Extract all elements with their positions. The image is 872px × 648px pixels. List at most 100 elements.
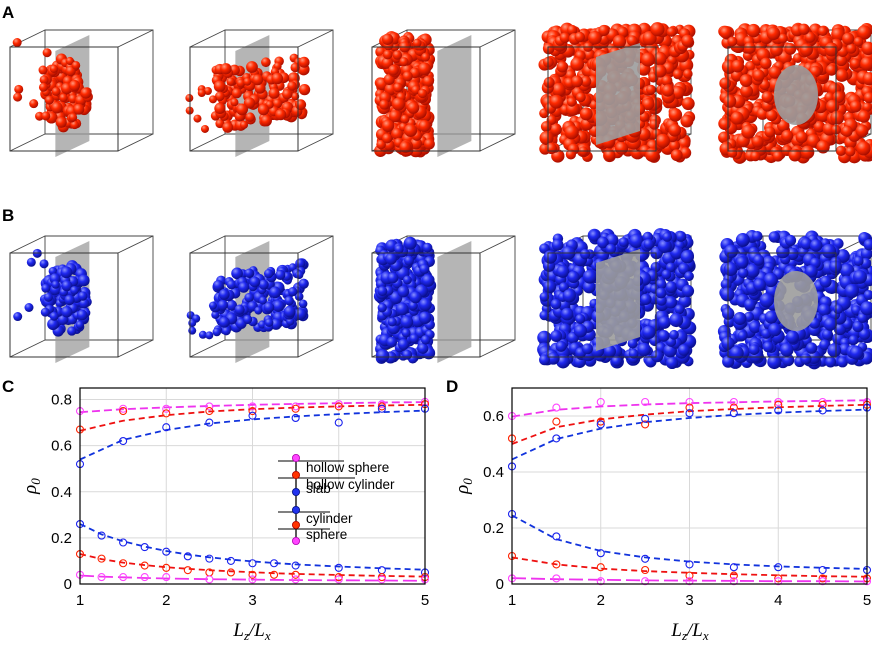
particle [824,42,839,57]
particle [835,54,848,67]
particle [400,114,410,124]
particle [29,99,39,109]
particle [643,238,654,250]
particle [61,280,73,292]
x-axis-label-c: Lz/Lx [232,620,271,643]
particle [752,69,765,82]
particle [741,124,756,139]
particle [852,321,864,333]
particle [682,69,693,79]
particle [382,49,393,60]
particle [377,303,387,313]
box-front-face [189,46,299,152]
particle [800,145,815,159]
particle [381,57,394,69]
particle [821,243,837,259]
box-edge [117,339,154,358]
data-point-sphere [334,573,343,582]
data-point-sphere-ext [140,573,149,582]
cluster-slab [371,235,516,364]
particle [547,352,560,365]
particle [238,281,250,293]
particle [642,325,656,339]
particle [539,130,554,146]
particle [856,141,871,156]
panel-label-c: C [2,377,14,396]
plot-frame-d [511,387,868,585]
particle [821,329,833,340]
particle [582,280,596,294]
particle [720,278,732,290]
particle [768,231,780,243]
box-edge [297,235,334,254]
particle [764,126,776,138]
particle [298,56,310,68]
data-point-sphere-ext [729,577,738,586]
particle [863,92,872,104]
particle [762,341,774,353]
particle [65,56,74,66]
particle [748,321,761,334]
data-point-cylinder [248,559,257,568]
x-axis-label-d: Lz/Lx [670,620,709,643]
particle [68,113,78,122]
particle [743,42,756,54]
x-tick-label: 4 [774,592,782,609]
particle [236,78,246,88]
data-point-cylinder [270,559,279,568]
particle [41,283,51,293]
particle [855,124,869,138]
particle [658,316,671,329]
particle [295,99,307,111]
particle [550,298,562,310]
particle [612,34,627,49]
particle [418,120,431,132]
particle [649,119,660,130]
data-point-hollow-cylinder [205,407,214,416]
particle [748,344,760,355]
cluster-hollow-cylinder [538,22,696,163]
particle [290,62,300,73]
data-point-hollow-cylinder [119,407,128,416]
particle [785,330,799,344]
particle [49,64,58,73]
particle [778,33,788,44]
particle [185,94,194,103]
particle [386,336,398,348]
particle [719,26,733,39]
particle [73,103,85,115]
particle [222,121,234,133]
chart-d: 1 2 3 4 5 0 0.2 0.4 0.6 Lz/Lx ρ0 [452,387,871,643]
data-point-sphere [162,563,171,572]
x-tick-label: 4 [335,592,343,609]
particle [603,345,616,358]
particle [666,27,677,37]
particle [388,64,399,76]
particle [753,254,765,266]
particle [665,356,679,370]
data-point-sphere [140,561,149,570]
particle [51,101,63,114]
particle [264,268,274,279]
particle [818,303,831,317]
data-point-slab [162,423,171,432]
particle [282,88,293,100]
particle [665,262,676,273]
particle [402,275,412,285]
particle [542,42,555,55]
particle [860,301,872,316]
particle [780,342,794,357]
particle [252,74,264,86]
particle [381,119,395,132]
particle [567,24,578,36]
particle [556,61,568,73]
particle [260,114,272,127]
particle [272,300,285,312]
particle [653,64,667,78]
particle [59,93,68,103]
particle [805,342,818,354]
particle [733,312,747,326]
particle [421,274,435,287]
cluster-hollow-cylinder [537,228,697,370]
hollow-interior [774,65,818,125]
